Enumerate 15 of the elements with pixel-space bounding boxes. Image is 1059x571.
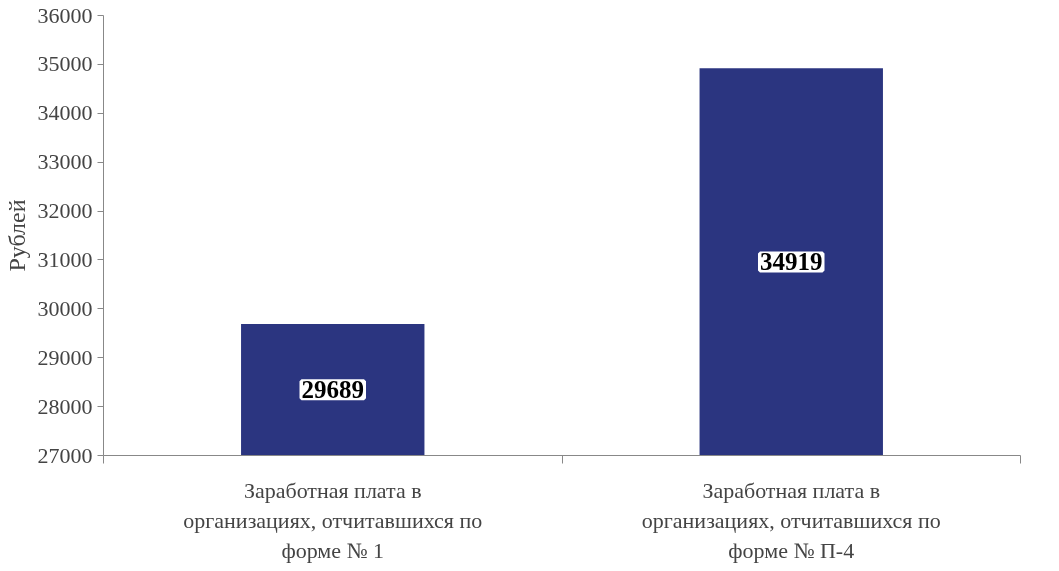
y-tick-label: 35000 xyxy=(37,51,93,77)
x-tick-label: Заработная плата в организациях, отчитавшихся по форме № П-4 xyxy=(641,477,941,563)
y-tick-label: 29000 xyxy=(37,344,93,370)
data-label: 34919 xyxy=(760,248,823,276)
y-tick-label: 28000 xyxy=(37,393,93,419)
y-axis-title: Рублей xyxy=(3,199,30,272)
y-tick-label: 36000 xyxy=(37,2,93,28)
y-tick-label: 31000 xyxy=(37,246,93,272)
x-tick-label: Заработная плата в организациях, отчитавшихся по форме № 1 xyxy=(183,477,483,563)
data-label: 29689 xyxy=(301,376,364,404)
y-tick-label: 32000 xyxy=(37,198,93,224)
y-tick-label: 30000 xyxy=(37,295,93,321)
y-tick-label: 27000 xyxy=(37,442,93,468)
y-tick-label: 34000 xyxy=(37,100,93,126)
y-tick-label: 33000 xyxy=(37,149,93,175)
